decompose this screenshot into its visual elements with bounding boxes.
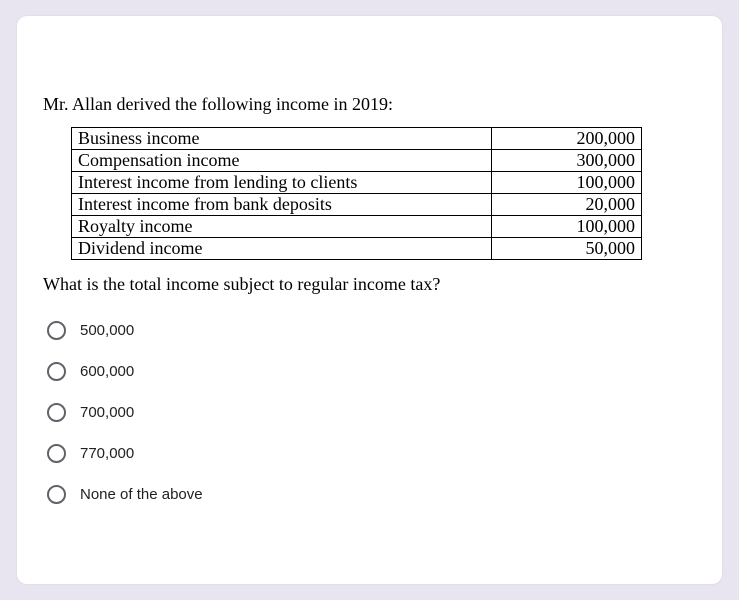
option-label: 600,000	[80, 363, 134, 380]
income-table: Business income 200,000 Compensation inc…	[71, 127, 642, 260]
table-row: Interest income from lending to clients …	[72, 172, 642, 194]
option-0[interactable]: 500,000	[47, 321, 696, 340]
income-value: 300,000	[492, 150, 642, 172]
radio-icon	[47, 444, 66, 463]
question-card: Mr. Allan derived the following income i…	[17, 16, 722, 584]
income-label: Interest income from bank deposits	[72, 194, 492, 216]
option-3[interactable]: 770,000	[47, 444, 696, 463]
income-label: Royalty income	[72, 216, 492, 238]
option-1[interactable]: 600,000	[47, 362, 696, 381]
radio-icon	[47, 485, 66, 504]
table-row: Business income 200,000	[72, 128, 642, 150]
radio-icon	[47, 321, 66, 340]
income-label: Interest income from lending to clients	[72, 172, 492, 194]
income-label: Business income	[72, 128, 492, 150]
table-row: Interest income from bank deposits 20,00…	[72, 194, 642, 216]
income-value: 20,000	[492, 194, 642, 216]
income-label: Compensation income	[72, 150, 492, 172]
table-row: Compensation income 300,000	[72, 150, 642, 172]
question-ask: What is the total income subject to regu…	[43, 274, 696, 295]
income-value: 50,000	[492, 238, 642, 260]
table-row: Royalty income 100,000	[72, 216, 642, 238]
income-label: Dividend income	[72, 238, 492, 260]
option-label: None of the above	[80, 486, 203, 503]
table-row: Dividend income 50,000	[72, 238, 642, 260]
income-value: 200,000	[492, 128, 642, 150]
option-label: 500,000	[80, 322, 134, 339]
question-stem: Mr. Allan derived the following income i…	[43, 94, 696, 115]
options-group: 500,000 600,000 700,000 770,000 None of …	[43, 321, 696, 504]
option-label: 700,000	[80, 404, 134, 421]
radio-icon	[47, 403, 66, 422]
option-2[interactable]: 700,000	[47, 403, 696, 422]
income-value: 100,000	[492, 172, 642, 194]
income-value: 100,000	[492, 216, 642, 238]
radio-icon	[47, 362, 66, 381]
option-label: 770,000	[80, 445, 134, 462]
option-4[interactable]: None of the above	[47, 485, 696, 504]
